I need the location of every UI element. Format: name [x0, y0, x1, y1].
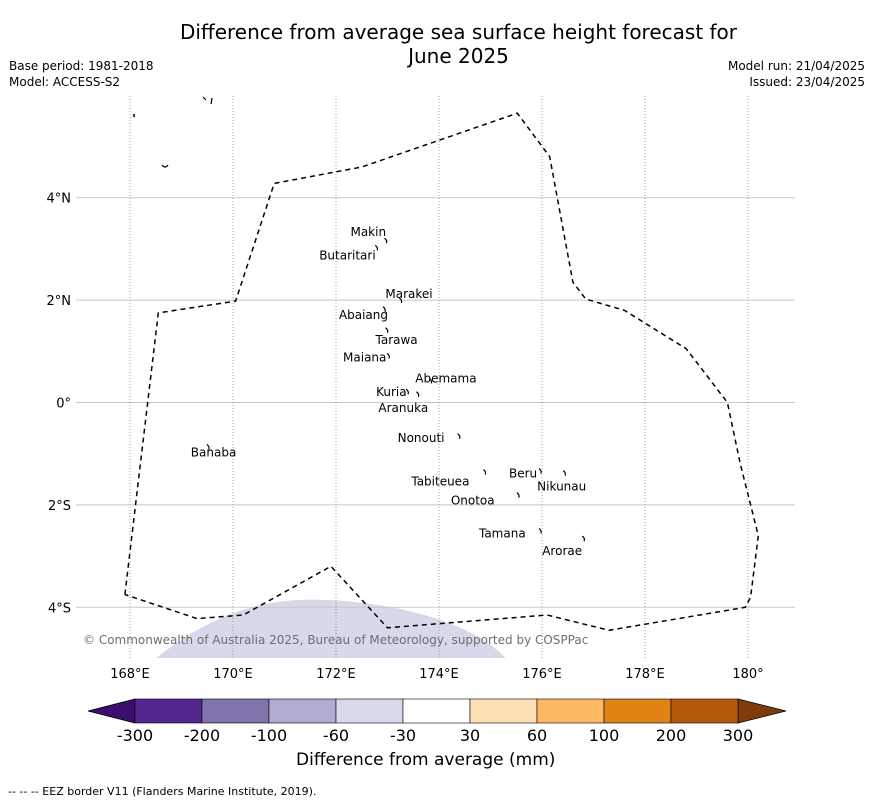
colorbar-tick-label: 100 [589, 726, 620, 745]
colorbar-tick-label: 30 [460, 726, 480, 745]
chart-title: Difference from average sea surface heig… [0, 20, 873, 68]
island-outline [416, 391, 420, 397]
island-outline [581, 535, 586, 542]
lat-tick-label: 4°N [47, 192, 72, 207]
island-outline [399, 297, 403, 304]
island-outline [562, 470, 567, 476]
island-outline [386, 352, 390, 359]
copyright-text: © Commonwealth of Australia 2025, Bureau… [83, 633, 588, 647]
island-label: Aranuka [378, 401, 428, 415]
island-outline [457, 433, 461, 439]
island-label: Maiana [343, 350, 386, 364]
map-area: Makin Butaritari Marakei Abaiang Tarawa Maian… [47, 96, 795, 682]
footer-note: -- -- -- EEZ border V11 (Flanders Marine… [8, 785, 317, 798]
island-outline [482, 469, 487, 475]
island-outline [538, 528, 542, 534]
island-label: Banaba [191, 446, 237, 460]
colorbar-segment [603, 698, 672, 724]
island-outline [202, 96, 213, 105]
lat-tick-label: 4°S [48, 601, 71, 616]
colorbar-extend-low [87, 698, 136, 724]
island-label: Onotoa [451, 494, 495, 508]
colorbar-segment [670, 698, 739, 724]
colorbar-segment [268, 698, 337, 724]
colorbar-tick-label: 300 [723, 726, 754, 745]
eez-border [124, 112, 760, 632]
island-label: Kuria [376, 385, 407, 399]
colorbar-tick-label: -30 [390, 726, 416, 745]
lon-tick-label: 178°E [625, 667, 665, 682]
colorbar-segment [536, 698, 605, 724]
colorbar-extend-high [737, 698, 787, 724]
island-outline [428, 377, 433, 384]
title-line-2: June 2025 [408, 44, 509, 68]
issued-date: Issued: 23/04/2025 [749, 75, 865, 89]
colorbar-tick-label: -100 [251, 726, 287, 745]
meta-right: Model run: 21/04/2025 Issued: 23/04/2025 [728, 58, 865, 90]
island-outline [161, 164, 169, 168]
island-outline [382, 306, 386, 312]
island-label: Abaiang [339, 308, 388, 322]
island-label: Nikunau [537, 480, 586, 494]
plot-area: Makin Butaritari Marakei Abaiang Tarawa Maian… [76, 96, 795, 658]
island-label: Beru [509, 467, 537, 481]
island-outline [405, 388, 409, 395]
island-outline [206, 444, 210, 450]
base-period: Base period: 1981-2018 [9, 59, 154, 73]
colorbar-segment [469, 698, 538, 724]
lon-tick-label: 176°E [522, 667, 562, 682]
lon-tick-label: 174°E [419, 667, 459, 682]
colorbar-segment [134, 698, 203, 724]
lon-tick-label: 168°E [110, 667, 150, 682]
island-label: Makin [350, 225, 386, 239]
colorbar-title: Difference from average (mm) [296, 750, 556, 770]
island-label: Abemama [415, 371, 476, 385]
lat-tick-label: 0° [56, 397, 71, 412]
sea-level-anomaly-patch [156, 599, 506, 658]
model-name: Model: ACCESS-S2 [9, 75, 121, 89]
lon-tick-label: 172°E [316, 667, 356, 682]
colorbar-segment [335, 698, 404, 724]
meta-left: Base period: 1981-2018 Model: ACCESS-S2 [9, 58, 154, 90]
colorbar-segment [402, 698, 471, 724]
colorbar-tick-label: -200 [184, 726, 220, 745]
island-outline [538, 468, 542, 474]
colorbar-tick-label: 60 [527, 726, 547, 745]
island-outline [374, 244, 379, 251]
lon-tick-label: 170°E [213, 667, 253, 682]
island-outline [384, 237, 388, 244]
island-label: Tarawa [375, 333, 418, 347]
island-label: Butaritari [319, 248, 376, 262]
island-label: Nonouti [398, 431, 445, 445]
island-label: Tabiteuea [410, 475, 469, 489]
island-label: Tamana [478, 527, 526, 541]
island-label: Marakei [385, 287, 432, 301]
island-outline [385, 327, 389, 333]
colorbar-tick-label: -300 [117, 726, 153, 745]
colorbar: -300 -200 -100 -60 -30 30 60 100 200 300 [87, 698, 787, 745]
colorbar-segment [201, 698, 270, 724]
island-label: Arorae [542, 544, 582, 558]
model-run: Model run: 21/04/2025 [727, 59, 865, 73]
lat-tick-label: 2°S [48, 499, 71, 514]
colorbar-tick-label: -60 [323, 726, 349, 745]
lat-tick-label: 2°N [47, 294, 72, 309]
title-line-1: Difference from average sea surface heig… [179, 20, 738, 44]
island-outline [516, 492, 520, 498]
lon-tick-label: 180° [732, 667, 763, 682]
colorbar-tick-label: 200 [656, 726, 687, 745]
